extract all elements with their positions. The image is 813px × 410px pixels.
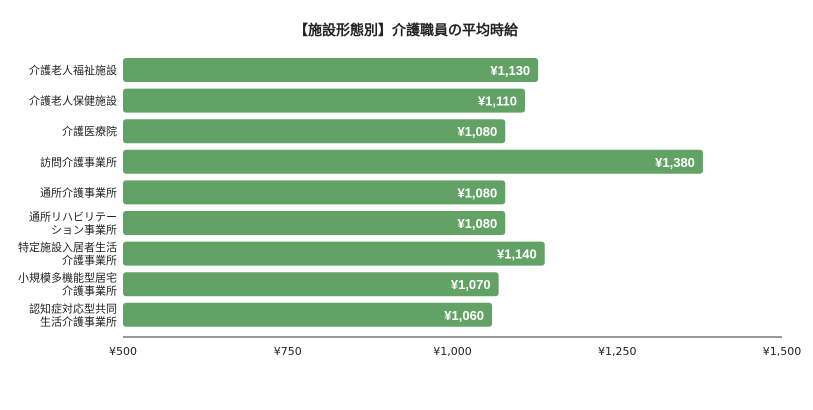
category-label-7: 特定施設入居者生活介護事業所	[18, 240, 117, 267]
chart-title: 【施設形態別】介護職員の平均時給	[294, 22, 519, 39]
x-tick-label-3: ¥1,000	[433, 345, 472, 358]
category-label-2: 介護老人保健施設	[29, 94, 117, 108]
category-label-5: 通所介護事業所	[40, 185, 117, 199]
category-label-9: 認知症対応型共同生活介護事業所	[29, 301, 117, 328]
bar-8	[123, 272, 499, 297]
bar-value-label-8: ¥1,070	[451, 277, 491, 292]
bar-7	[123, 241, 545, 266]
bar-5	[123, 180, 506, 205]
bar-9	[123, 302, 493, 327]
bar-2	[123, 88, 525, 113]
bar-value-label-6: ¥1,080	[457, 216, 497, 231]
x-tick-label-1: ¥500	[109, 345, 137, 358]
bar-3	[123, 119, 506, 144]
x-tick-label-5: ¥1,500	[763, 345, 802, 358]
bar-1	[123, 58, 539, 82]
category-label-6: 通所リハビリテーション事業所	[29, 211, 117, 237]
x-tick-label-4: ¥1,250	[598, 345, 637, 358]
bar-value-label-3: ¥1,080	[457, 124, 497, 139]
bar-value-label-1: ¥1,130	[490, 63, 530, 78]
category-label-4: 訪問介護事業所	[40, 155, 117, 169]
bar-value-label-4: ¥1,380	[655, 155, 695, 170]
bar-value-label-5: ¥1,080	[457, 185, 497, 200]
category-label-8: 小規模多機能型居宅介護事業所	[18, 271, 117, 298]
bar-value-label-2: ¥1,110	[478, 94, 517, 109]
category-label-1: 介護老人福祉施設	[29, 63, 117, 77]
category-label-3: 介護医療院	[62, 124, 117, 138]
category-labels: 介護老人福祉施設介護老人保健施設介護医療院訪問介護事業所通所介護事業所通所リハビ…	[18, 63, 117, 328]
bar-6	[123, 211, 506, 235]
bar-value-label-7: ¥1,140	[497, 247, 537, 262]
x-tick-labels: ¥500 ¥750 ¥1,000 ¥1,250 ¥1,500	[109, 345, 801, 358]
bar-4	[123, 149, 703, 174]
x-tick-label-2: ¥750	[274, 345, 302, 358]
bars-layer: ¥1,130 ¥1,110 ¥1,080 ¥1,380 ¥1,080 ¥1,080 ¥1,1…	[123, 58, 703, 327]
bar-value-label-9: ¥1,060	[444, 308, 484, 323]
